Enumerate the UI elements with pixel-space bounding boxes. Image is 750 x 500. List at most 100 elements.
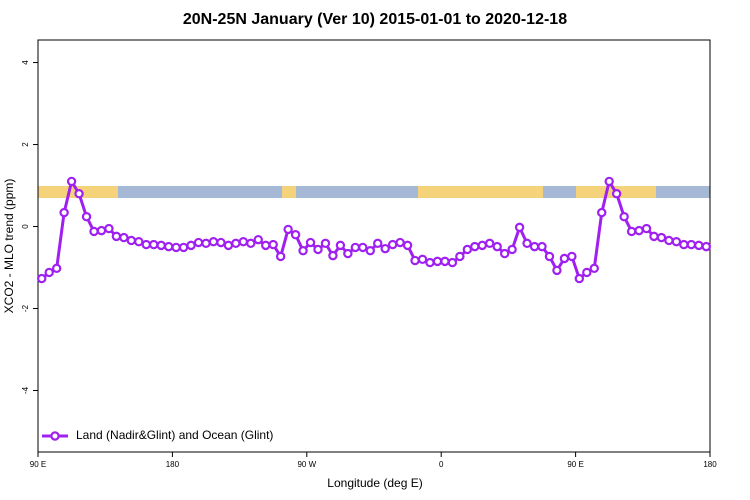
data-point	[126, 235, 137, 246]
data-point	[59, 207, 69, 218]
map-strip	[38, 186, 710, 198]
data-point	[51, 263, 62, 274]
data-point	[216, 237, 226, 248]
data-point	[119, 232, 129, 243]
data-point	[492, 241, 502, 252]
data-point	[470, 241, 480, 252]
data-point	[455, 251, 465, 262]
legend: Land (Nadir&Glint) and Ocean (Glint)	[42, 428, 273, 442]
data-point	[253, 234, 263, 245]
data-point	[671, 236, 682, 247]
data-point	[231, 238, 241, 249]
data-point	[298, 246, 308, 256]
data-point	[425, 257, 435, 268]
y-tick-label: -2	[21, 304, 30, 312]
legend-label: Land (Nadir&Glint) and Ocean (Glint)	[76, 428, 273, 442]
y-tick-label: -4	[21, 386, 30, 394]
y-tick-label: 2	[21, 142, 30, 147]
data-point	[514, 222, 525, 233]
data-point	[350, 242, 361, 253]
data-point	[380, 243, 390, 254]
data-point	[417, 254, 428, 265]
data-point	[313, 244, 323, 255]
data-point	[679, 239, 689, 250]
data-point	[462, 244, 473, 255]
data-point	[373, 238, 383, 249]
data-point	[283, 224, 293, 235]
data-point	[701, 241, 711, 252]
data-point	[37, 273, 47, 284]
data-point	[305, 237, 316, 248]
data-point	[223, 240, 234, 251]
data-point	[694, 240, 704, 251]
data-point	[365, 246, 375, 256]
data-point	[477, 240, 487, 251]
data-point	[641, 223, 652, 234]
data-point	[178, 242, 189, 253]
data-point	[432, 256, 443, 267]
data-point	[544, 251, 555, 262]
data-point	[111, 231, 122, 242]
data-point	[559, 253, 570, 264]
y-axis-label: XCO2 - MLO trend (ppm)	[2, 179, 16, 314]
data-point	[89, 226, 99, 237]
data-point	[567, 251, 577, 262]
data-point	[201, 238, 211, 249]
x-tick-label: 0	[439, 460, 444, 469]
y-tick-label: 0	[21, 224, 30, 229]
y-tick-label: 4	[21, 60, 30, 65]
data-point	[529, 241, 540, 252]
data-point	[141, 239, 151, 250]
data-point	[246, 238, 256, 249]
data-point	[499, 248, 510, 259]
data-point	[395, 237, 405, 248]
data-point	[656, 232, 667, 243]
data-point	[238, 236, 249, 247]
data-point	[193, 237, 204, 248]
data-point	[410, 255, 420, 266]
data-point	[149, 239, 159, 250]
data-point	[163, 241, 174, 252]
data-point	[186, 240, 196, 251]
data-point	[522, 238, 532, 249]
x-tick-label: 90 E	[30, 460, 46, 469]
data-point	[44, 267, 54, 278]
data-point	[604, 176, 614, 187]
x-tick-label: 180	[166, 460, 180, 469]
data-point	[134, 236, 144, 247]
data-point	[619, 211, 629, 222]
legend-marker	[50, 431, 60, 441]
data-point	[447, 257, 458, 268]
data-point	[582, 267, 592, 278]
data-point	[208, 236, 219, 247]
data-point	[156, 240, 166, 251]
data-point	[634, 225, 644, 236]
data-point	[268, 239, 278, 250]
data-point	[74, 189, 84, 199]
data-point	[290, 230, 301, 240]
data-point	[597, 207, 607, 218]
data-point	[485, 238, 495, 249]
data-point	[358, 242, 368, 253]
data-point	[589, 263, 599, 274]
data-point	[402, 240, 413, 251]
data-point	[649, 231, 659, 242]
data-point	[96, 225, 107, 236]
x-tick-label: 180	[703, 460, 717, 469]
x-tick-label: 90 E	[567, 460, 583, 469]
data-point	[387, 239, 398, 250]
x-axis-label: Longitude (deg E)	[327, 476, 422, 490]
data-point	[343, 248, 353, 259]
data-point	[335, 240, 346, 251]
data-point	[626, 226, 637, 237]
data-point	[507, 244, 517, 255]
data-point	[320, 238, 331, 249]
data-point	[664, 235, 674, 246]
data-point	[261, 240, 271, 251]
x-tick-label: 90 W	[297, 460, 316, 469]
chart-title: 20N-25N January (Ver 10) 2015-01-01 to 2…	[183, 11, 567, 28]
data-point	[686, 239, 697, 250]
data-point	[171, 242, 181, 253]
data-point	[611, 189, 622, 199]
